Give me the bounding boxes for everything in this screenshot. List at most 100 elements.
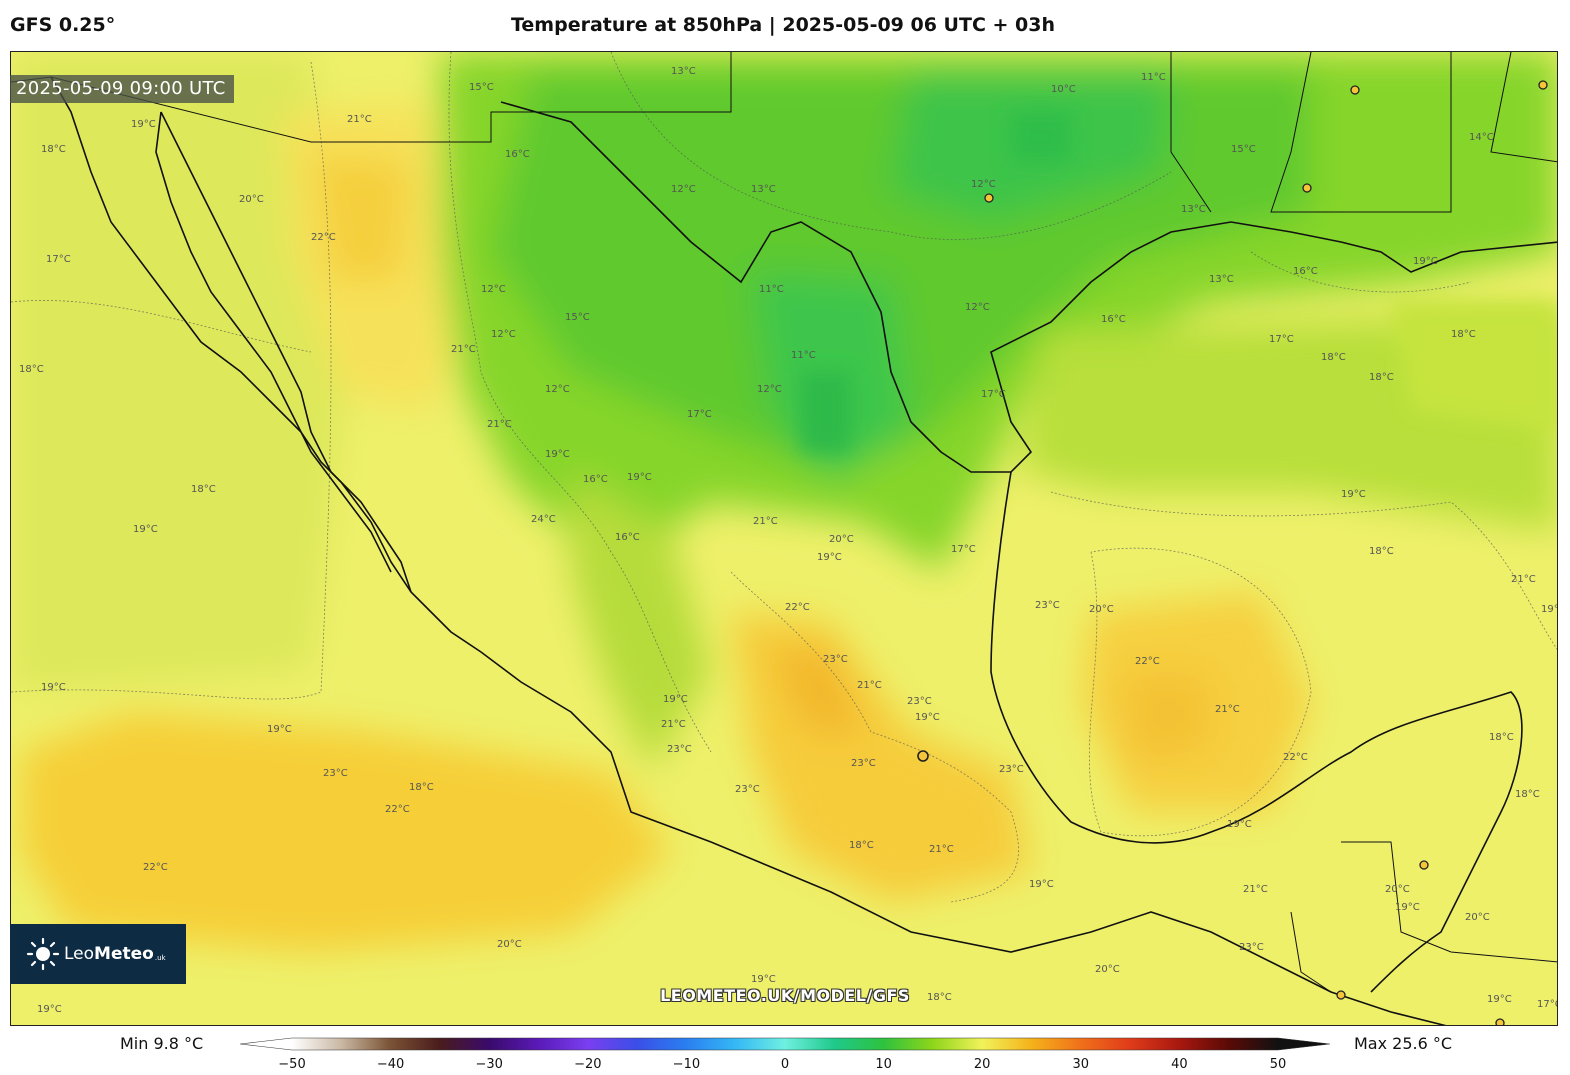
city-marker — [917, 750, 929, 762]
contour-label: 19°C — [627, 472, 652, 483]
city-marker — [1419, 860, 1429, 870]
contour-label: 15°C — [565, 312, 590, 323]
contour-label: 18°C — [1369, 372, 1394, 383]
contour-label: 18°C — [191, 484, 216, 495]
contour-label: 22°C — [785, 602, 810, 613]
contour-label: 13°C — [751, 184, 776, 195]
source-watermark: LEOMETEO.UK/MODEL/GFS — [660, 986, 910, 1005]
contour-label: 19°C — [1341, 489, 1366, 500]
contour-label: 19°C — [133, 524, 158, 535]
contour-label: 17°C — [687, 409, 712, 420]
contour-label: 23°C — [323, 768, 348, 779]
contour-label: 12°C — [545, 384, 570, 395]
contour-label: 13°C — [1181, 204, 1206, 215]
contour-label: 15°C — [1231, 144, 1256, 155]
colorbar-tick-label: −10 — [672, 1057, 701, 1072]
contour-label: 16°C — [505, 149, 530, 160]
contour-label: 12°C — [965, 302, 990, 313]
contour-label: 23°C — [907, 696, 932, 707]
contour-label: 17°C — [1269, 334, 1294, 345]
contour-label: 21°C — [451, 344, 476, 355]
colorbar-tick-label: 0 — [780, 1057, 790, 1072]
contour-label: 19°C — [1227, 819, 1252, 830]
contour-label: 11°C — [791, 350, 816, 361]
contour-label: 19°C — [41, 682, 66, 693]
contour-label: 19°C — [1413, 256, 1438, 267]
contour-label: 16°C — [1101, 314, 1126, 325]
sun-icon — [26, 937, 60, 971]
contour-label: 20°C — [829, 534, 854, 545]
leometeo-logo[interactable]: LeoMeteo .uk — [10, 924, 186, 984]
colorbar-tick-label: 10 — [875, 1057, 892, 1072]
colorbar-tick-label: −30 — [475, 1057, 503, 1072]
borders — [11, 52, 1557, 993]
contour-label: 23°C — [1239, 942, 1264, 953]
contour-label: 23°C — [851, 758, 876, 769]
contour-label: 23°C — [735, 784, 760, 795]
contour-label: 19°C — [915, 712, 940, 723]
contour-label: 19°C — [817, 552, 842, 563]
contour-label: 21°C — [1243, 884, 1268, 895]
contour-label: 15°C — [469, 82, 494, 93]
contour-label: 18°C — [849, 840, 874, 851]
city-marker — [1302, 183, 1312, 193]
contour-label: 18°C — [409, 782, 434, 793]
contour-label: 16°C — [615, 532, 640, 543]
contour-label: 16°C — [1293, 266, 1318, 277]
city-markers — [917, 80, 1548, 1025]
colorbar-tick-label: −20 — [574, 1057, 602, 1072]
city-marker — [1336, 990, 1346, 1000]
map-graphic: 15°C 13°C 11°C 10°C 12°C 15°C 13°C 14°C … — [11, 52, 1558, 1025]
contour-label: 23°C — [1035, 600, 1060, 611]
contour-label: 20°C — [1089, 604, 1114, 615]
logo-brand-bold: Meteo — [94, 944, 154, 964]
model-name: GFS 0.25° — [10, 14, 116, 36]
contour-label: 23°C — [999, 764, 1024, 775]
contour-label: 24°C — [531, 514, 556, 525]
contour-label: 22°C — [385, 804, 410, 815]
logo-suffix: .uk — [154, 954, 166, 962]
contour-label: 18°C — [1369, 546, 1394, 557]
contour-label: 22°C — [1135, 656, 1160, 667]
contour-label: 22°C — [1283, 752, 1308, 763]
contour-label: 21°C — [487, 419, 512, 430]
contour-label: 20°C — [1465, 912, 1490, 923]
contour-label: 18°C — [41, 144, 66, 155]
contour-label: 18°C — [1451, 329, 1476, 340]
contour-label: 19°C — [1541, 604, 1558, 615]
city-marker — [1350, 85, 1360, 95]
contour-label: 16°C — [583, 474, 608, 485]
city-marker — [1538, 80, 1548, 90]
colorbar-bar — [240, 1037, 1330, 1051]
contour-label: 19°C — [1029, 879, 1054, 890]
contour-label: 18°C — [1515, 789, 1540, 800]
valid-time-badge: 2025-05-09 09:00 UTC — [10, 75, 234, 103]
colorbar-tick-label: −50 — [278, 1057, 306, 1072]
colorbar-tick-label: −40 — [376, 1057, 405, 1072]
contour-label: 19°C — [1487, 994, 1512, 1005]
contour-label: 12°C — [491, 329, 516, 340]
contour-label: 11°C — [1141, 72, 1166, 83]
colorbar-tick-label: 40 — [1171, 1057, 1188, 1072]
contour-label: 20°C — [497, 939, 522, 950]
contour-label: 18°C — [927, 992, 952, 1003]
city-marker — [984, 193, 994, 203]
contour-label: 21°C — [857, 680, 882, 691]
contour-label: 17°C — [1537, 999, 1558, 1010]
contour-label: 19°C — [751, 974, 776, 985]
contour-lines — [11, 52, 1557, 903]
colorbar-tick-label: 50 — [1269, 1057, 1287, 1072]
logo-brand-light: Leo — [64, 944, 95, 964]
fine-field — [801, 112, 1557, 452]
contour-label: 22°C — [143, 862, 168, 873]
contour-label: 21°C — [347, 114, 372, 125]
contour-label: 19°C — [131, 119, 156, 130]
contour-label: 19°C — [1395, 902, 1420, 913]
contour-label: 19°C — [663, 694, 688, 705]
contour-label: 13°C — [1209, 274, 1234, 285]
contour-label: 20°C — [239, 194, 264, 205]
temperature-map[interactable]: 15°C 13°C 11°C 10°C 12°C 15°C 13°C 14°C … — [10, 51, 1558, 1026]
contour-label: 23°C — [667, 744, 692, 755]
colorbar — [240, 1037, 1330, 1051]
contour-label: 18°C — [1321, 352, 1346, 363]
